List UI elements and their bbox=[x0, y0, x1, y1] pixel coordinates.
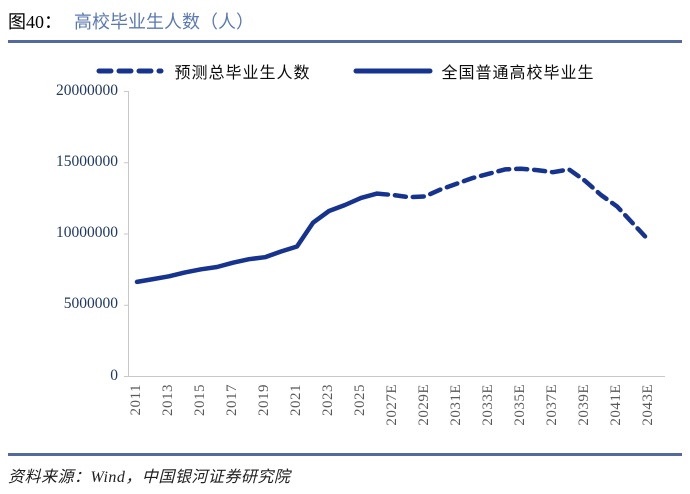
solid-line-swatch bbox=[353, 68, 432, 73]
x-axis-tick-label: 2033E bbox=[480, 383, 496, 426]
x-axis-tick-label: 2021 bbox=[288, 383, 304, 416]
figure-label: 图40： bbox=[8, 12, 62, 32]
x-axis-tick-label: 2029E bbox=[416, 383, 432, 426]
x-axis-tick-label: 2031E bbox=[448, 383, 464, 426]
x-axis-tick-label: 2025 bbox=[352, 383, 368, 416]
x-axis-tick-label: 2043E bbox=[640, 383, 656, 426]
dashed-line-swatch bbox=[96, 68, 164, 73]
y-axis-tick-label: 10000000 bbox=[56, 224, 118, 241]
x-axis-tick-label: 2017 bbox=[224, 383, 240, 416]
bottom-rule bbox=[8, 452, 682, 456]
x-axis-tick-label: 2023 bbox=[320, 383, 336, 416]
figure-title: 高校毕业生人数（人） bbox=[74, 12, 254, 32]
actual-series-line bbox=[134, 190, 380, 284]
chart-area: 预测总毕业生人数 全国普通高校毕业生 0 5000000 10000000 15000… bbox=[0, 43, 690, 453]
x-axis-tick-label: 2035E bbox=[512, 383, 528, 426]
figure-header: 图40： 高校毕业生人数（人） bbox=[0, 0, 690, 35]
y-axis-tick-label: 20000000 bbox=[56, 81, 118, 99]
forecast-series-line bbox=[374, 165, 652, 243]
x-axis-tick-label: 2015 bbox=[192, 383, 208, 416]
x-axis-tick-label: 2027E bbox=[384, 383, 400, 426]
x-axis-tick-label: 2019 bbox=[256, 383, 272, 416]
y-axis-tick-label: 15000000 bbox=[56, 152, 118, 170]
y-axis-tick-label: 0 bbox=[110, 366, 118, 384]
x-axis-tick-label: 2041E bbox=[608, 383, 624, 426]
x-axis-tick-label: 2013 bbox=[160, 383, 176, 416]
chart-legend: 预测总毕业生人数 全国普通高校毕业生 bbox=[0, 59, 690, 83]
top-rule bbox=[8, 40, 682, 43]
legend-item-actual: 全国普通高校毕业生 bbox=[353, 59, 595, 83]
x-axis-tick-label: 2037E bbox=[544, 383, 560, 426]
y-axis-tick-label: 5000000 bbox=[63, 295, 118, 313]
legend-item-forecast: 预测总毕业生人数 bbox=[95, 59, 310, 83]
x-axis-tick-label: 2039E bbox=[576, 383, 592, 426]
x-axis-tick-label: 2011 bbox=[128, 383, 144, 415]
source-note: 资料来源：Wind，中国银河证券研究院 bbox=[8, 469, 291, 486]
legend-label-forecast: 预测总毕业生人数 bbox=[174, 64, 311, 82]
legend-label-actual: 全国普通高校毕业生 bbox=[441, 64, 595, 82]
